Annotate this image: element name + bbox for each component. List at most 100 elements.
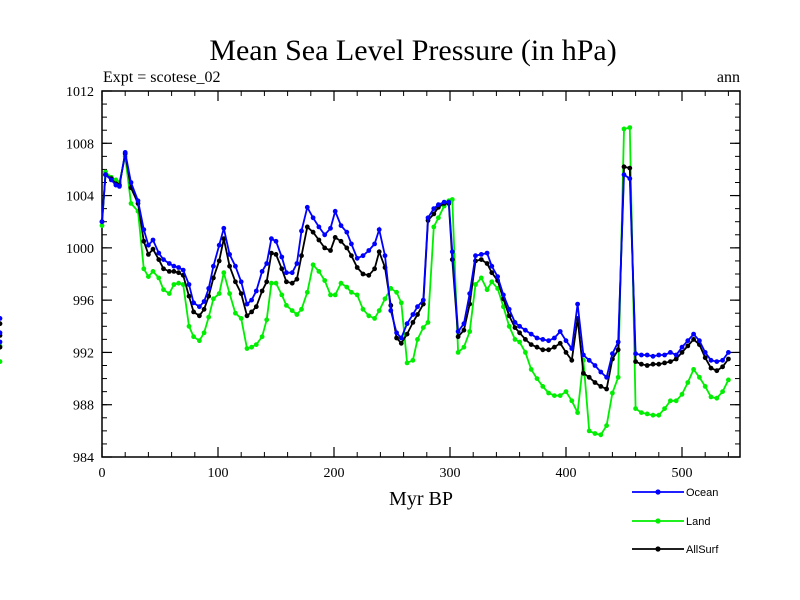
data-point (449, 197, 455, 202)
data-point (227, 263, 233, 269)
data-point (146, 242, 151, 248)
data-point (720, 357, 725, 363)
x-tick-label: 0 (99, 466, 106, 481)
data-point (621, 126, 627, 132)
data-point (610, 390, 615, 396)
data-point (540, 337, 546, 342)
data-point (238, 279, 244, 285)
data-point (366, 272, 372, 278)
data-point (0, 339, 3, 345)
data-point (656, 361, 662, 367)
data-point (569, 346, 575, 351)
data-point (436, 202, 441, 208)
data-point (99, 223, 105, 229)
data-point (679, 350, 685, 355)
data-point (354, 292, 360, 298)
legend-item-allsurf: AllSurf (632, 544, 719, 556)
data-point (180, 282, 186, 287)
data-point (415, 312, 420, 317)
data-point (171, 282, 177, 287)
data-point (284, 270, 289, 276)
data-point (249, 309, 255, 315)
data-point (299, 306, 304, 312)
data-point (211, 263, 216, 269)
data-point (99, 219, 105, 225)
data-point (449, 249, 455, 255)
data-point (398, 335, 404, 341)
data-point (523, 337, 528, 342)
data-point (691, 337, 696, 342)
data-point (598, 369, 604, 375)
data-point (201, 330, 207, 336)
data-point (264, 279, 270, 285)
data-point (621, 164, 627, 170)
data-point (310, 215, 316, 221)
data-point (484, 287, 490, 293)
data-point (146, 252, 151, 257)
data-point (366, 248, 372, 253)
y-tick-label: 1004 (66, 190, 94, 205)
data-point (238, 316, 244, 321)
data-point (332, 208, 338, 214)
data-point (253, 342, 259, 347)
data-point (546, 390, 551, 396)
data-point (294, 312, 300, 317)
data-point (478, 275, 484, 281)
season-label: ann (717, 69, 740, 86)
data-point (191, 300, 197, 306)
data-point (557, 329, 563, 334)
data-point (528, 367, 534, 372)
data-point (328, 292, 333, 298)
data-point (420, 301, 426, 307)
data-point (310, 262, 316, 268)
data-point (316, 224, 322, 230)
data-point (685, 338, 691, 344)
data-point (273, 238, 279, 244)
data-point (415, 304, 420, 310)
data-point (610, 351, 615, 357)
data-point (338, 223, 344, 229)
data-point (726, 356, 731, 362)
data-point (425, 215, 431, 221)
legend-item-land: Land (632, 516, 710, 528)
data-point (668, 359, 673, 364)
data-point (668, 350, 673, 355)
data-point (338, 280, 344, 286)
y-tick-label: 1008 (66, 137, 94, 152)
data-point (461, 321, 467, 327)
data-point (697, 338, 702, 344)
data-point (720, 389, 725, 394)
data-point (586, 428, 592, 434)
data-point (569, 357, 575, 363)
data-point (627, 176, 633, 182)
legend-marker (655, 546, 661, 552)
x-tick-label: 200 (324, 466, 345, 481)
data-point (523, 327, 528, 333)
legend-item-ocean: Ocean (632, 487, 718, 499)
data-point (269, 236, 274, 242)
data-point (685, 343, 691, 349)
data-point (206, 314, 212, 320)
data-point (221, 225, 227, 231)
data-point (146, 274, 151, 279)
data-point (299, 228, 304, 234)
data-point (349, 289, 354, 295)
data-point (415, 337, 420, 342)
data-point (534, 344, 540, 350)
x-axis-label: Myr BP (389, 488, 453, 510)
data-point (467, 291, 473, 296)
data-point (436, 215, 441, 221)
data-point (322, 232, 328, 238)
data-point (478, 257, 484, 262)
data-point (523, 350, 528, 355)
data-point (166, 291, 172, 296)
data-point (563, 338, 569, 344)
data-point (431, 224, 437, 230)
data-point (673, 356, 679, 362)
data-point (176, 270, 182, 276)
chart-legend: Ocean Land AllSurf (632, 487, 719, 556)
data-point (656, 352, 662, 358)
data-point (478, 252, 484, 257)
y-tick-label: 992 (73, 346, 94, 361)
data-point (161, 257, 166, 262)
